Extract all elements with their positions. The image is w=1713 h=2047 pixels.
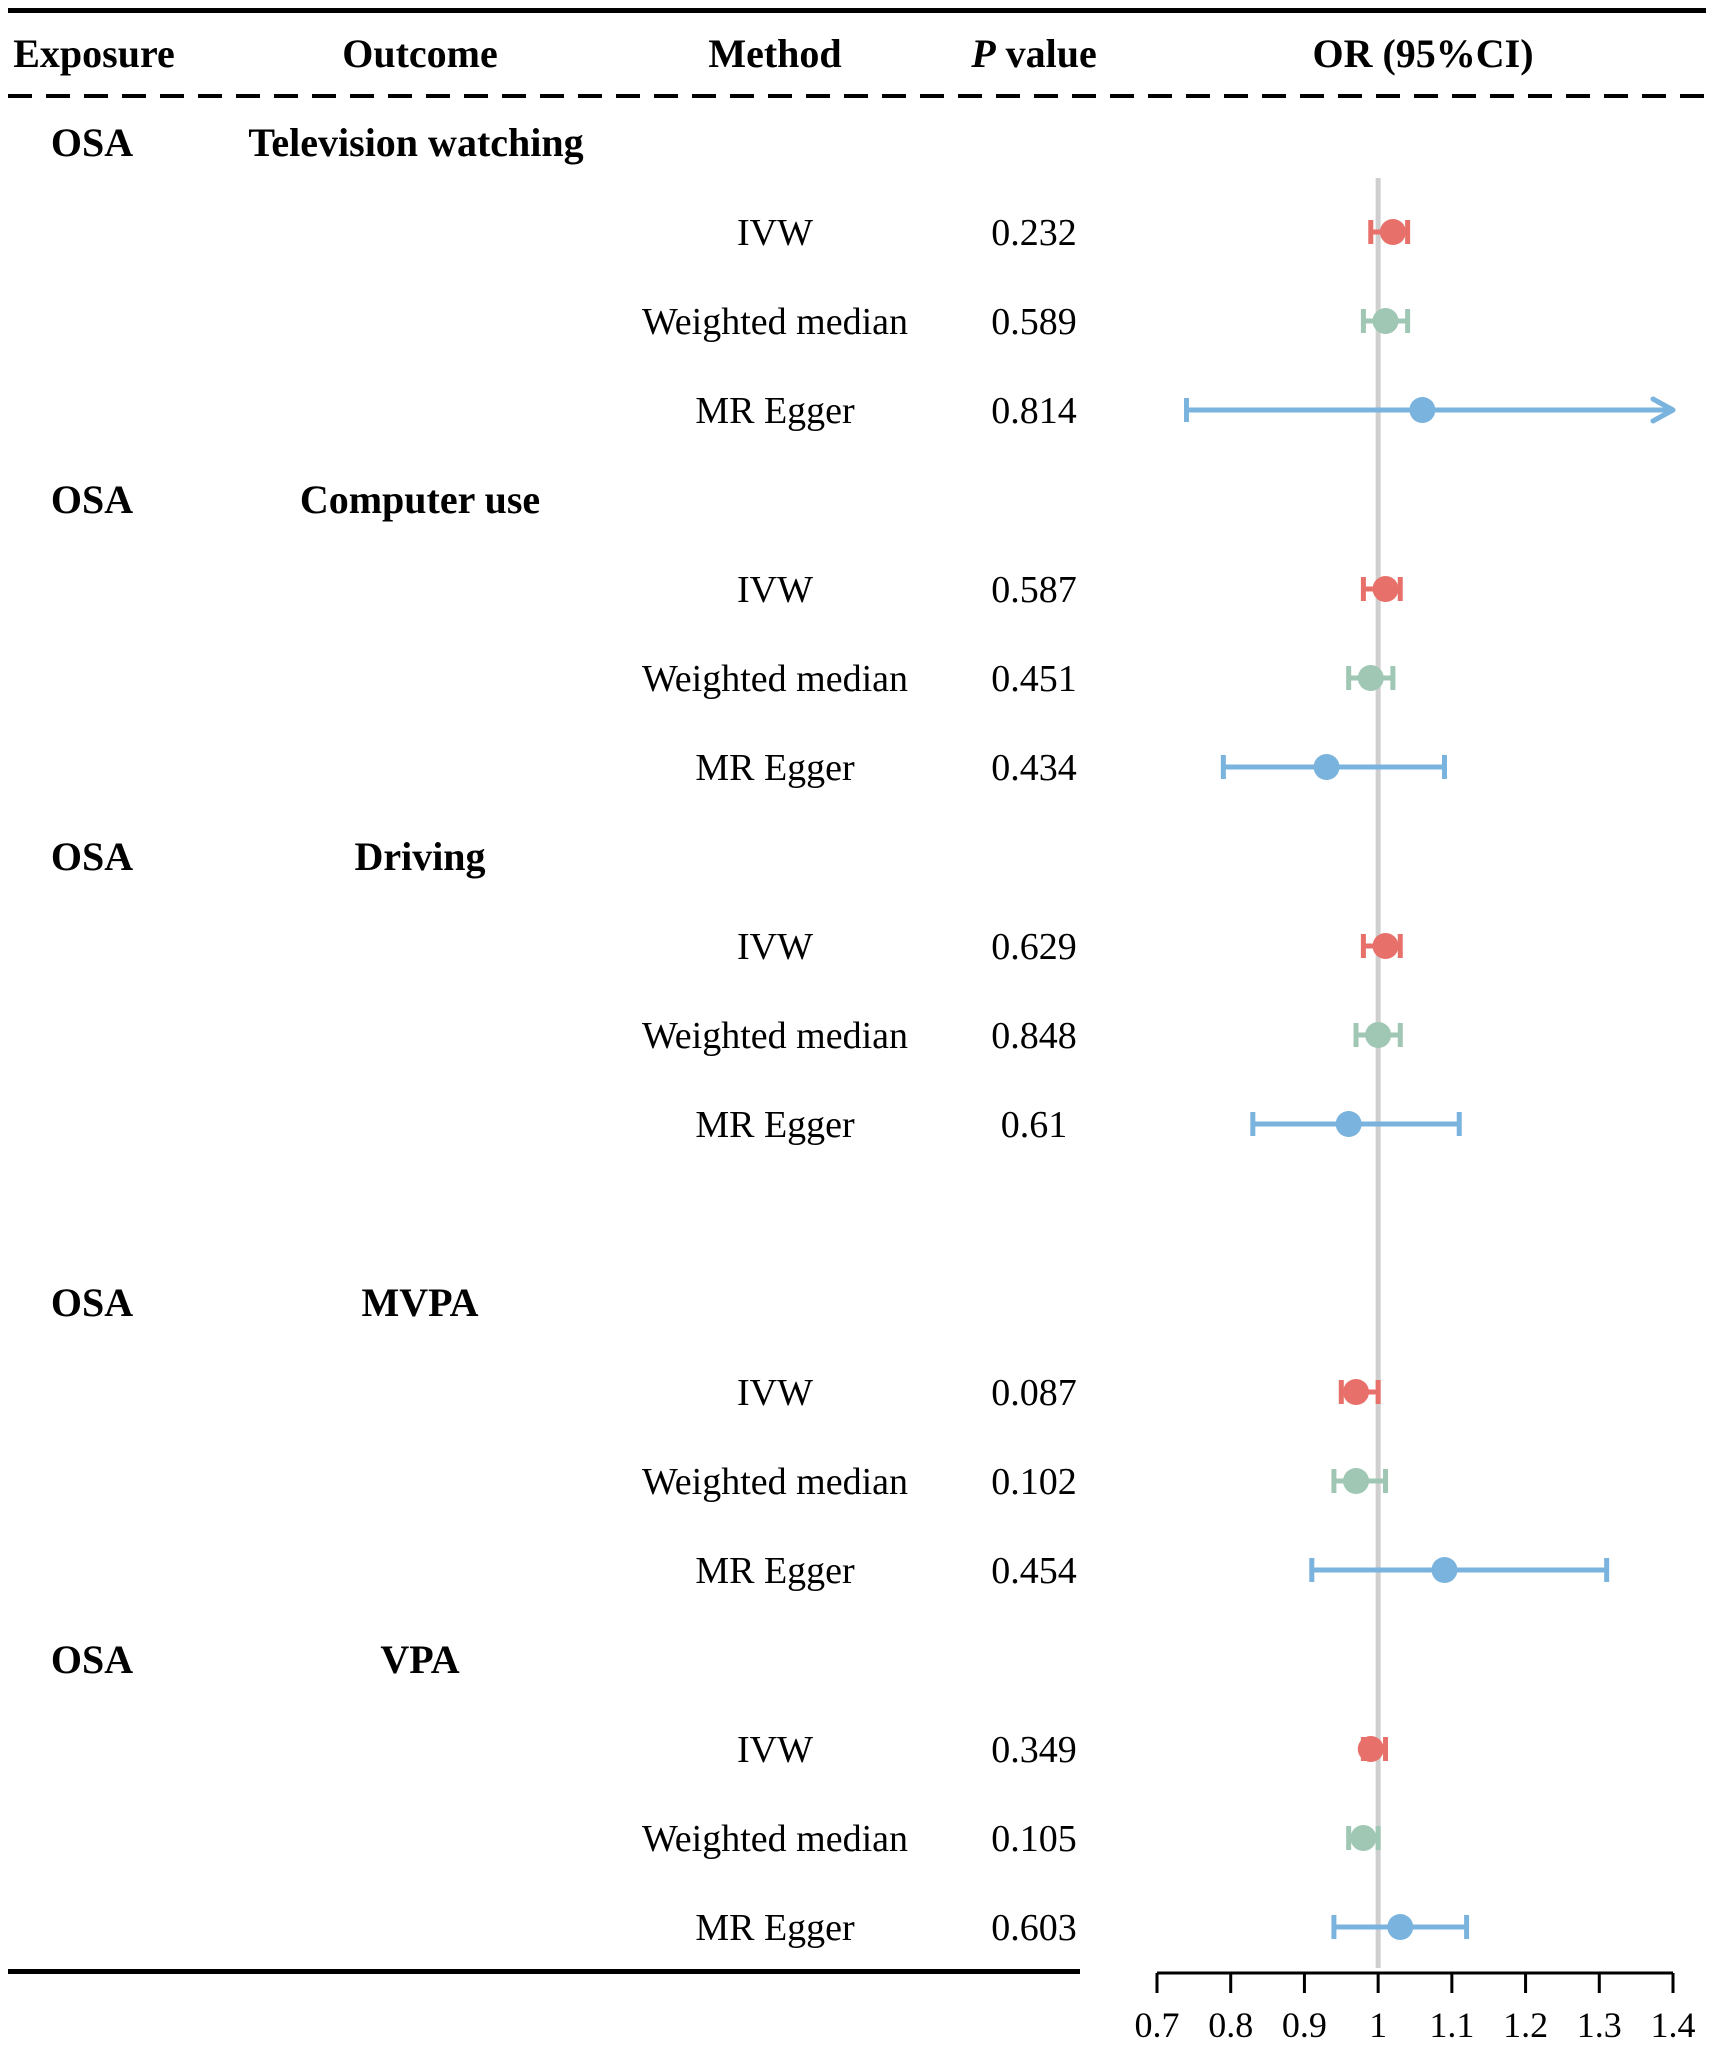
point-estimate	[1335, 1111, 1362, 1137]
point-estimate	[1365, 1022, 1392, 1048]
point-estimate	[1379, 219, 1406, 245]
group-outcome: Television watching	[248, 120, 584, 165]
point-estimate	[1372, 308, 1399, 334]
group-outcome: Computer use	[299, 477, 541, 522]
group-outcome: MVPA	[361, 1280, 479, 1325]
p-value: 0.434	[991, 747, 1077, 789]
group-exposure: OSA	[50, 120, 134, 165]
point-estimate	[1343, 1379, 1370, 1405]
x-tick-label: 1	[1369, 2005, 1387, 2045]
method-label: Weighted median	[641, 1818, 909, 1860]
x-tick-label: 1.1	[1429, 2005, 1474, 2045]
p-value: 0.105	[991, 1818, 1077, 1860]
p-value: 0.087	[991, 1372, 1077, 1414]
method-label: IVW	[737, 569, 813, 611]
group-exposure: OSA	[50, 477, 134, 522]
header-p-italic: P	[971, 31, 996, 76]
x-tick-label: 1.2	[1503, 2005, 1548, 2045]
p-value: 0.451	[991, 658, 1077, 700]
point-estimate	[1350, 1825, 1377, 1851]
method-label: IVW	[737, 1372, 813, 1414]
point-estimate	[1357, 665, 1384, 691]
point-estimate	[1431, 1557, 1458, 1583]
p-value: 0.349	[991, 1729, 1077, 1771]
header-outcome: Outcome	[342, 31, 498, 76]
header-p-rest: value	[995, 31, 1097, 76]
group-outcome: Driving	[354, 834, 486, 879]
p-value: 0.629	[991, 926, 1077, 968]
p-value: 0.454	[991, 1550, 1077, 1592]
method-label: Weighted median	[641, 1015, 909, 1057]
p-value: 0.61	[1000, 1104, 1068, 1146]
p-value: 0.587	[991, 569, 1077, 611]
point-estimate	[1387, 1914, 1414, 1940]
header-dashed-rule	[8, 94, 1705, 98]
top-rule	[8, 8, 1706, 13]
x-tick-label: 0.9	[1282, 2005, 1327, 2045]
p-value: 0.589	[991, 301, 1077, 343]
method-label: MR Egger	[695, 390, 855, 432]
p-value: 0.102	[991, 1461, 1077, 1503]
method-label: Weighted median	[641, 658, 909, 700]
point-estimate	[1357, 1736, 1384, 1762]
point-estimate	[1372, 576, 1399, 602]
header-or-ci: OR (95%CI)	[1312, 31, 1534, 76]
x-tick-label: 1.3	[1577, 2005, 1622, 2045]
method-label: Weighted median	[641, 1461, 909, 1503]
group-outcome: VPA	[380, 1637, 460, 1682]
method-label: IVW	[737, 926, 813, 968]
p-value: 0.848	[991, 1015, 1077, 1057]
bottom-rule	[8, 1969, 1080, 1974]
point-estimate	[1343, 1468, 1370, 1494]
point-estimate	[1313, 754, 1340, 780]
p-value: 0.603	[991, 1907, 1077, 1949]
x-tick-label: 1.4	[1651, 2005, 1696, 2045]
point-estimate	[1372, 933, 1399, 959]
method-label: MR Egger	[695, 1907, 855, 1949]
method-label: MR Egger	[695, 1550, 855, 1592]
method-label: IVW	[737, 1729, 813, 1771]
method-label: Weighted median	[641, 301, 909, 343]
method-label: MR Egger	[695, 1104, 855, 1146]
p-value: 0.232	[991, 212, 1077, 254]
header-p-value: P value	[971, 34, 1097, 74]
header-method: Method	[708, 31, 842, 76]
group-exposure: OSA	[50, 834, 134, 879]
group-exposure: OSA	[50, 1637, 134, 1682]
p-value: 0.814	[991, 390, 1077, 432]
group-exposure: OSA	[50, 1280, 134, 1325]
header-exposure: Exposure	[13, 31, 175, 76]
method-label: IVW	[737, 212, 813, 254]
method-label: MR Egger	[695, 747, 855, 789]
x-tick-label: 0.8	[1208, 2005, 1253, 2045]
ci-arrow-upper	[1650, 396, 1676, 424]
point-estimate	[1409, 397, 1436, 423]
x-tick-label: 0.7	[1135, 2005, 1180, 2045]
